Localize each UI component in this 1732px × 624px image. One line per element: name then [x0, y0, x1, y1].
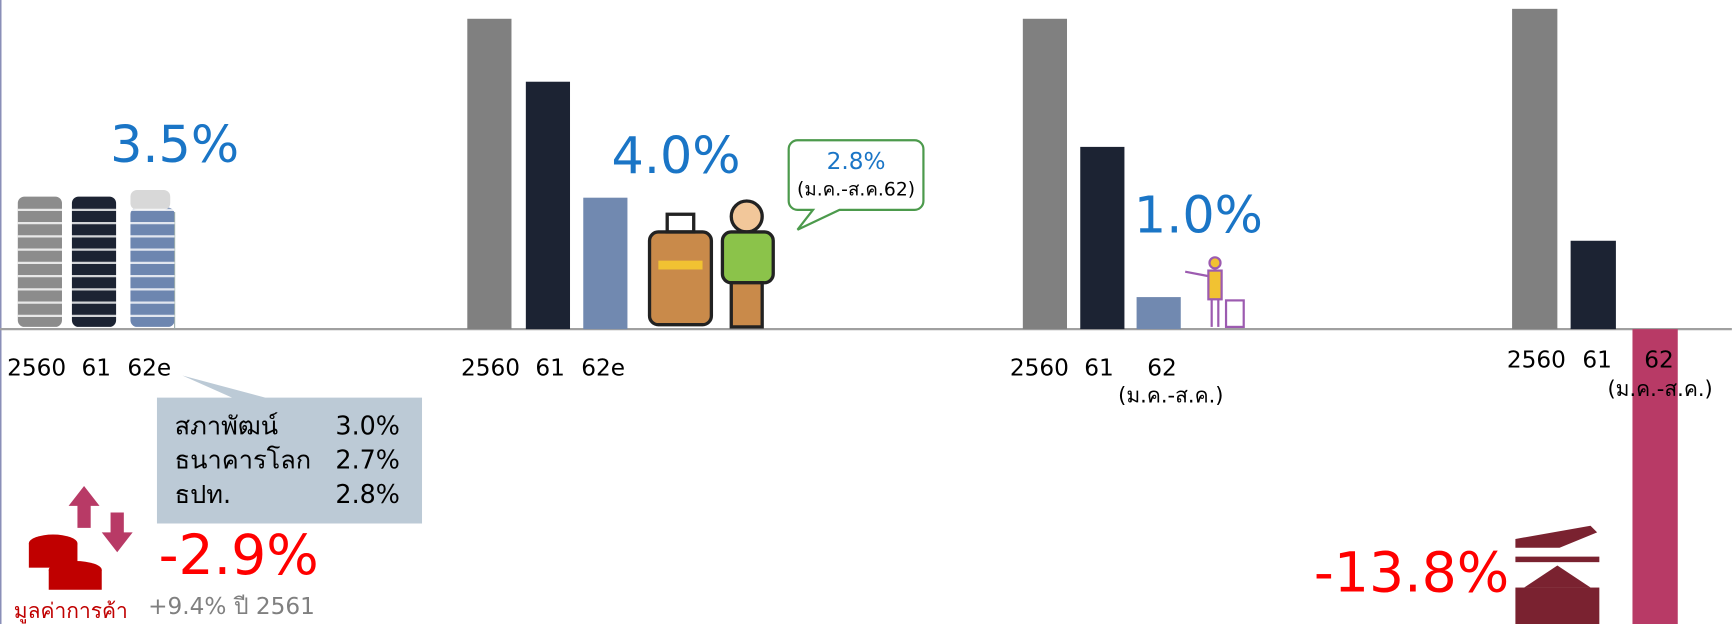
year-label: 62 — [1644, 347, 1674, 374]
forecast-value: 2.7% — [335, 445, 400, 475]
bar — [1570, 240, 1616, 330]
year-label: 61 — [1582, 347, 1612, 374]
forecast-value: 2.8% — [335, 479, 400, 509]
bar — [1080, 146, 1125, 330]
bar — [583, 197, 628, 330]
year-label: 61 — [535, 354, 565, 381]
year-label: 2560 — [1010, 354, 1069, 381]
cargo-icon — [1515, 525, 1600, 624]
trade-growth: -2.9% — [159, 524, 319, 588]
forecast-callout — [156, 375, 423, 524]
forecast-source: ธปท. — [175, 479, 231, 509]
bar — [1136, 297, 1181, 330]
forecast-source: สภาพัฒน์ — [175, 410, 279, 440]
traveler-icon — [647, 199, 775, 329]
trade-icon — [28, 485, 133, 590]
year-label: 2560 — [461, 354, 520, 381]
year-label: 61 — [81, 354, 111, 381]
trade-label: มูลค่าการค้า — [14, 599, 128, 624]
year-label: 62 — [1147, 354, 1177, 381]
bar — [467, 18, 512, 330]
tourism-growth: 1.0% — [1134, 186, 1263, 245]
period-label: (ม.ค.-ส.ค.) — [1607, 377, 1712, 401]
bar — [525, 81, 571, 330]
year-label: 62e — [581, 354, 625, 381]
bubble-period: (ม.ค.-ส.ค.62) — [797, 179, 915, 200]
year-label: 61 — [1084, 354, 1114, 381]
trade-previous: +9.4% ปี 2561 — [148, 593, 315, 620]
forecast-source: ธนาคารโลก — [175, 445, 312, 475]
export-growth: -13.8% — [1314, 542, 1509, 606]
tourist-growth: 4.0% — [612, 126, 741, 185]
year-label: 2560 — [7, 354, 66, 381]
bubble-value: 2.8% — [827, 148, 886, 175]
year-label: 2560 — [1507, 347, 1566, 374]
forecast-value: 3.0% — [335, 410, 400, 440]
bar — [1022, 18, 1068, 330]
bar — [1632, 329, 1678, 624]
speech-bubble — [787, 139, 925, 231]
bar — [1512, 8, 1558, 330]
gdp-growth: 3.5% — [110, 115, 239, 174]
coin-stacks — [17, 189, 176, 330]
year-label: 62e — [127, 354, 171, 381]
tourist-icon — [1184, 256, 1245, 329]
period-label: (ม.ค.-ส.ค.) — [1118, 383, 1223, 407]
